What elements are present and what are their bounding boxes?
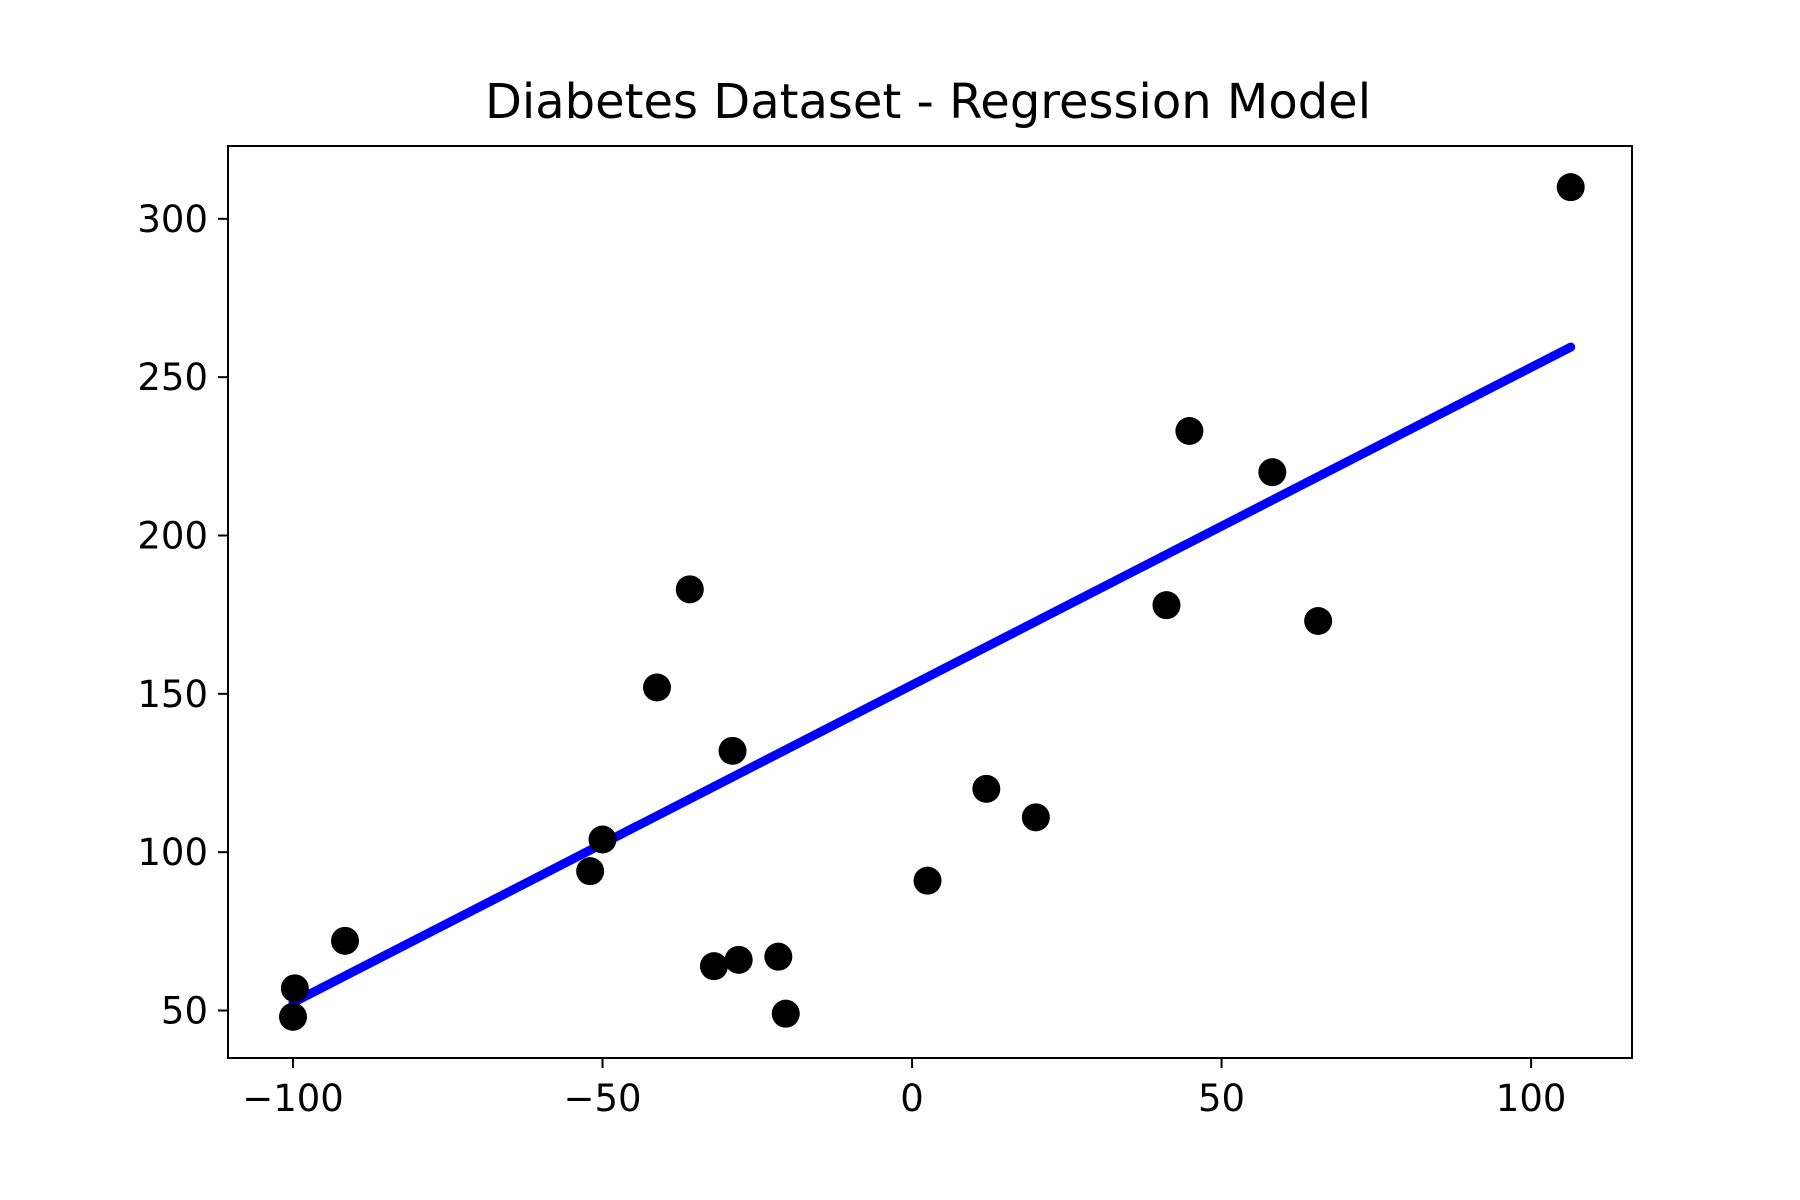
data-point [718,736,747,765]
data-point [1021,803,1050,832]
x-tick-label: −50 [563,1077,641,1120]
data-point [771,999,800,1028]
y-tick-label: 250 [137,356,208,399]
y-tick-label: 300 [137,198,208,241]
regression-line [288,342,1576,1008]
data-point [588,825,617,854]
data-point [1175,417,1204,445]
data-point [724,945,753,974]
data-point [699,952,728,981]
y-tick-label: 100 [137,831,208,874]
data-point [576,857,605,886]
x-tick-label: 50 [1198,1077,1245,1120]
data-point [675,575,704,604]
data-point [913,866,942,895]
tick-layer: −100 −50 0 50 100 50 100 150 200 250 300 [137,198,1566,1120]
data-point [764,942,793,971]
data-point [1152,591,1181,620]
y-tick-label: 50 [161,990,208,1033]
chart-title: Diabetes Dataset - Regression Model [485,74,1371,130]
x-tick-label: 0 [900,1077,924,1120]
data-layer [279,173,1585,1031]
data-point [1304,607,1333,635]
plot-area-frame [227,145,1633,1059]
x-tick-label: −100 [242,1077,344,1120]
data-point [1258,458,1287,487]
x-tick-label: 100 [1496,1077,1567,1120]
data-point [279,1002,307,1031]
y-tick-label: 150 [137,673,208,716]
data-point [972,774,1001,803]
data-point [1556,173,1585,202]
y-tick-label: 200 [137,515,208,558]
data-point [643,673,671,702]
data-point [331,926,359,955]
data-point [280,974,309,1003]
